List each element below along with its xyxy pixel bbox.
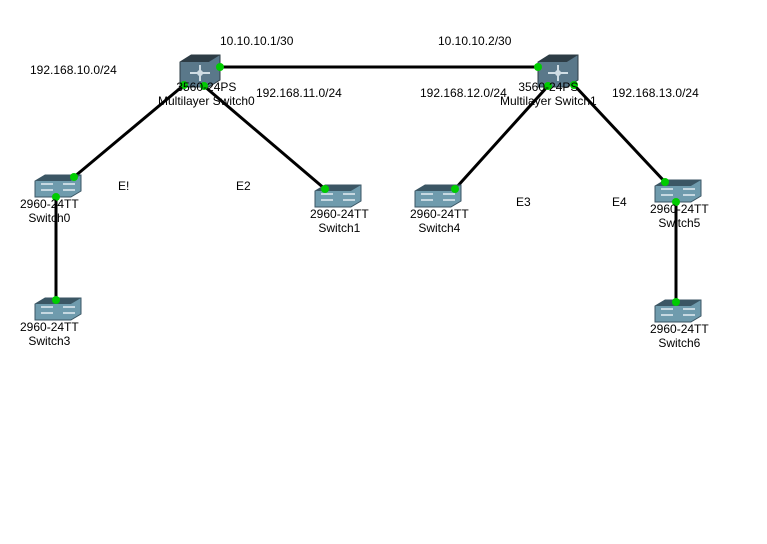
net-label: E!: [118, 179, 129, 193]
topology-canvas: 3560-24PSMultilayer Switch0 3560-24PSMult…: [0, 0, 767, 544]
device-label: 2960-24TTSwitch3: [20, 320, 79, 349]
net-label: 10.10.10.2/30: [438, 34, 511, 48]
port-status-dot: [70, 173, 78, 181]
net-label: 192.168.13.0/24: [612, 86, 699, 100]
device-label: 2960-24TTSwitch1: [310, 207, 369, 236]
device-label: 3560-24PSMultilayer Switch0: [158, 80, 255, 109]
port-status-dot: [661, 178, 669, 186]
port-status-dot: [672, 298, 680, 306]
net-label: E3: [516, 195, 531, 209]
port-status-dot: [534, 63, 542, 71]
device-label: 2960-24TTSwitch6: [650, 322, 709, 351]
port-status-dot: [52, 296, 60, 304]
port-status-dot: [321, 185, 329, 193]
net-label: E4: [612, 195, 627, 209]
device-label: 2960-24TTSwitch5: [650, 202, 709, 231]
port-status-dot: [451, 185, 459, 193]
net-label: 192.168.12.0/24: [420, 86, 507, 100]
port-status-dot: [216, 63, 224, 71]
topology-svg: [0, 0, 767, 544]
net-label: 192.168.11.0/24: [256, 86, 342, 100]
net-label: E2: [236, 179, 251, 193]
device-label: 2960-24TTSwitch4: [410, 207, 469, 236]
net-label: 10.10.10.1/30: [220, 34, 293, 48]
device-label: 2960-24TTSwitch0: [20, 197, 79, 226]
device-label: 3560-24PSMultilayer Switch1: [500, 80, 597, 109]
net-label: 192.168.10.0/24: [30, 63, 117, 77]
